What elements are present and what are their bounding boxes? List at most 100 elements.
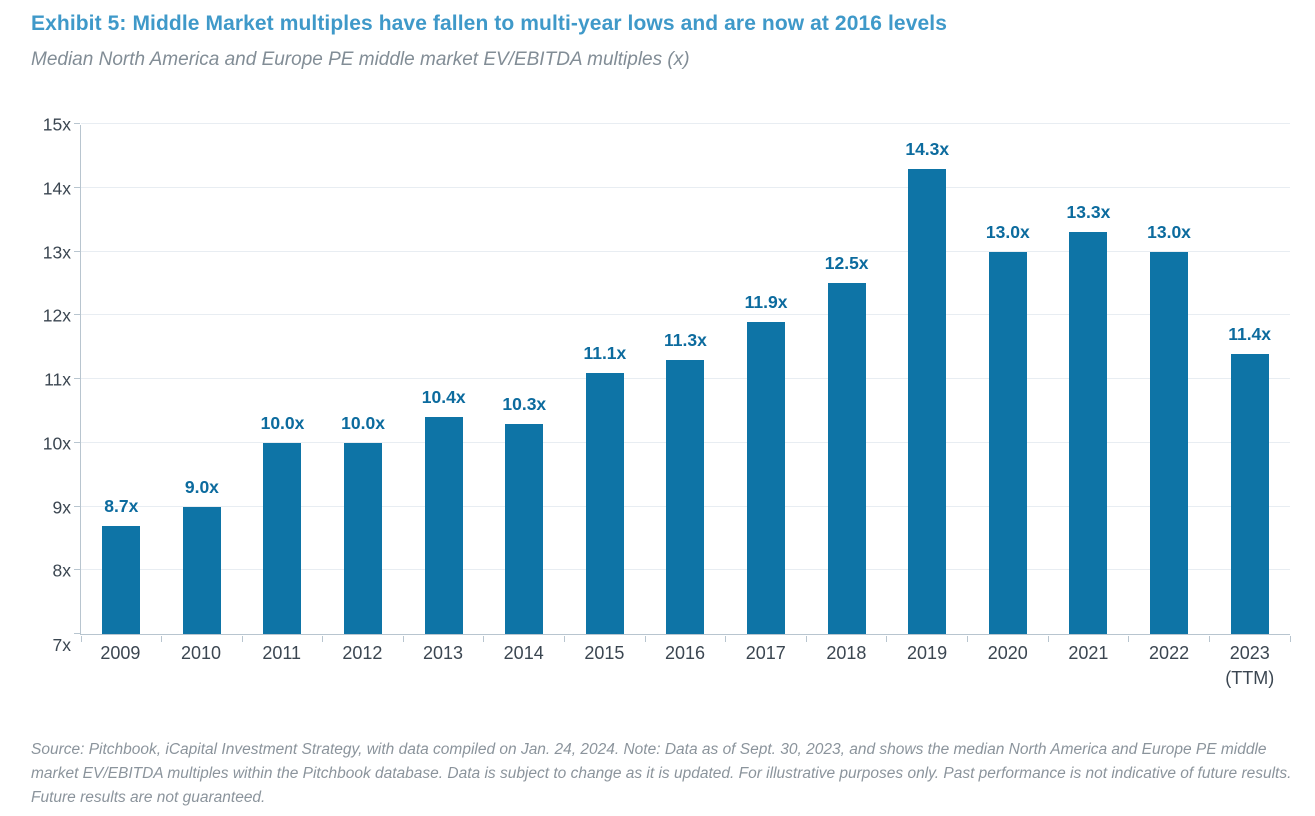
chart-subtitle: Median North America and Europe PE middl…: [31, 49, 690, 70]
bar-cell: 13.0x: [1129, 125, 1210, 634]
bar-value-label: 13.0x: [1147, 221, 1191, 242]
x-axis-label: 2009: [100, 643, 141, 663]
y-axis-tick: [74, 314, 80, 316]
bar-cell: 9.0x: [162, 125, 243, 634]
bar-value-label: 10.4x: [421, 387, 466, 408]
bar-cell: 8.7x: [81, 125, 162, 634]
y-axis-tick: [74, 633, 80, 634]
x-axis-label: 2011: [262, 643, 302, 663]
x-axis-tick: [402, 636, 404, 642]
bar-2023: [1230, 353, 1269, 634]
y-axis-tick-label: 13x: [42, 242, 71, 262]
y-axis-tick-label: 15x: [42, 114, 71, 135]
bar-series: 8.7x 9.0x 10.0x 10.0x 10.4x 10.3x 11.1x 11.3x 11…: [81, 125, 1290, 634]
bar-value-label: 14.3x: [905, 138, 950, 159]
source-footnote: Source: Pitchbook, iCapital Investment S…: [31, 741, 1292, 807]
gridline: [81, 123, 1290, 124]
y-axis-tick: [74, 505, 80, 507]
x-axis-tick: [80, 636, 82, 642]
y-axis-tick-label: 8x: [52, 560, 71, 581]
x-axis-tick: [1128, 636, 1130, 642]
bar-2015: [585, 372, 624, 634]
x-axis-label: 2023 (TTM): [1225, 643, 1275, 689]
x-axis-tick: [322, 636, 324, 642]
x-axis-tick: [1047, 636, 1049, 642]
bar-cell: 11.9x: [726, 125, 807, 634]
x-axis-label: 2022: [1149, 643, 1190, 663]
x-axis-label: 2016: [665, 643, 706, 663]
bar-cell: 10.0x: [323, 125, 404, 634]
x-axis-tick: [1208, 636, 1210, 642]
bar-value-label: 11.4x: [1228, 323, 1272, 344]
x-axis-tick: [564, 636, 566, 642]
x-axis-tick: [644, 636, 646, 642]
bar-cell: 14.3x: [887, 125, 968, 634]
bar-value-label: 10.0x: [341, 412, 385, 433]
x-axis-tick: [886, 636, 888, 642]
x-axis-label: 2019: [907, 643, 948, 663]
bar-2014: [505, 423, 544, 634]
bar-value-label: 11.3x: [664, 329, 707, 350]
bar-value-label: 11.1x: [583, 342, 627, 363]
x-axis-labels: 2009 2010 2011 2012 2013 2014 2015 2016 2017 2018…: [80, 641, 1290, 691]
plot-area: 7x 8x 9x 10x 11x 12x 13x 14x 15x 8.7x 9.0x 10.0x 10.…: [43, 115, 1291, 655]
bar-cell: 11.1x: [565, 125, 646, 634]
bar-cell: 10.0x: [242, 125, 323, 634]
x-axis-tick: [161, 636, 163, 642]
gridline: [81, 250, 1290, 252]
bar-2011: [263, 442, 302, 634]
bar-value-label: 12.5x: [824, 253, 869, 274]
bar-value-label: 11.9x: [744, 291, 788, 312]
y-axis-tick: [74, 378, 80, 379]
x-axis-tick: [967, 636, 969, 642]
x-axis-label: 2015: [584, 643, 625, 663]
y-axis-tick-label: 11x: [44, 369, 71, 390]
x-axis-tick: [805, 636, 807, 642]
bar-cell: 11.4x: [1209, 125, 1290, 634]
bar-value-label: 10.0x: [260, 412, 305, 433]
bar-2020: [988, 251, 1027, 634]
bar-cell: 11.3x: [645, 125, 726, 634]
x-axis-label: 2017: [745, 643, 786, 663]
x-axis-label: 2018: [826, 643, 867, 663]
bar-2022: [1150, 251, 1189, 634]
x-axis-label: 2020: [987, 643, 1028, 663]
x-axis-tick: [483, 636, 485, 642]
bar-cell: 13.3x: [1048, 125, 1129, 634]
x-axis-label: 2014: [503, 643, 544, 663]
gridline: [81, 186, 1290, 188]
y-axis-tick-label: 9x: [52, 497, 71, 517]
y-axis-tick: [74, 123, 80, 124]
y-axis-tick-label: 10x: [42, 433, 71, 454]
bar-2012: [344, 442, 383, 634]
x-axis-tick: [241, 636, 243, 642]
bar-2017: [747, 321, 786, 634]
exhibit-page: Exhibit 5: Middle Market multiples have …: [31, 12, 1291, 806]
x-axis-tick: [1289, 636, 1291, 642]
bar-cell: 13.0x: [968, 125, 1049, 634]
x-axis-label: 2010: [180, 643, 222, 663]
y-axis-tick: [74, 186, 80, 188]
bar-2013: [424, 417, 463, 634]
bar-2016: [666, 359, 705, 634]
bar-2019: [908, 168, 947, 634]
bar-cell: 10.4x: [403, 125, 484, 634]
bar-value-label: 9.0x: [184, 476, 219, 497]
x-axis-label: 2013: [423, 643, 464, 663]
bar-cell: 10.3x: [484, 125, 565, 634]
bar-value-label: 10.3x: [502, 393, 547, 414]
y-axis-tick: [74, 441, 80, 443]
bar-value-label: 13.0x: [985, 221, 1030, 242]
bar-2018: [827, 283, 866, 634]
y-axis-tick-label: 14x: [42, 178, 71, 199]
bar-2010: [182, 506, 221, 634]
bar-value-label: 8.7x: [104, 495, 139, 516]
chart-title: Exhibit 5: Middle Market multiples have …: [31, 12, 947, 35]
x-axis-tick: [725, 636, 727, 642]
x-axis-label: 2021: [1068, 643, 1109, 663]
y-axis-tick-label: 12x: [42, 305, 71, 326]
gridline: [81, 314, 1290, 316]
bar-value-label: 13.3x: [1066, 202, 1111, 223]
y-axis-tick: [74, 250, 80, 252]
y-axis-tick: [74, 569, 80, 571]
